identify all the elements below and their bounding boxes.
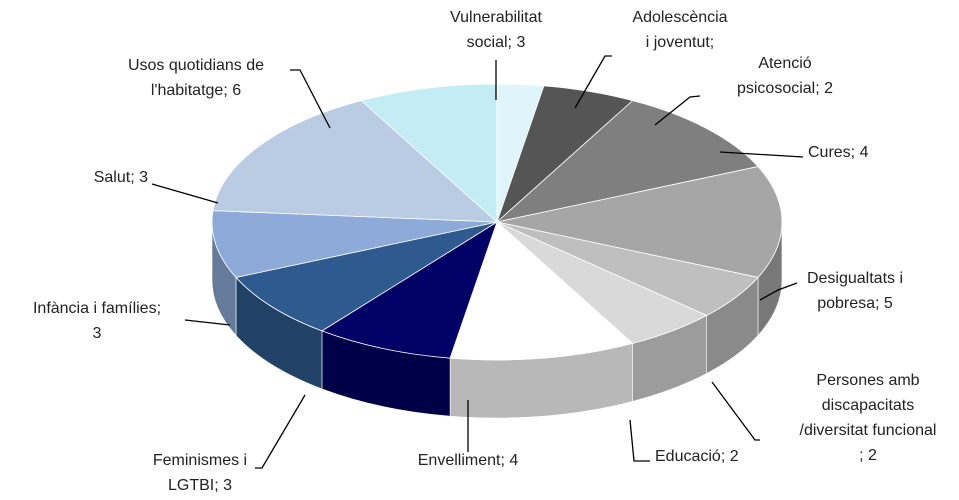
label-line: l'habitatge; 6 [151, 82, 241, 99]
data-label: Feminismes i LGTBI; 3 [153, 452, 247, 494]
label-line: Atenció [758, 55, 811, 72]
leader-line [151, 183, 219, 204]
data-label: Usos quotidians de l'habitatge; 6 [128, 57, 264, 99]
slice [212, 100, 499, 223]
slice [235, 221, 498, 332]
data-label: Persones amb discapacitats/diversitat fun… [800, 372, 937, 464]
slice [360, 83, 498, 223]
data-label: Infància i famílies; 3 [33, 300, 161, 342]
leader-line [255, 394, 306, 469]
data-label: Educació; 2 [655, 448, 739, 465]
label-line: pobresa; 5 [817, 295, 893, 312]
label-line: Usos quotidians de [128, 57, 264, 74]
label-line: 3 [93, 325, 102, 342]
label-line: Cures; 4 [808, 144, 869, 161]
data-label: Envelliment; 4 [418, 452, 519, 469]
leader-line [574, 55, 612, 109]
label-line: Educació; 2 [655, 448, 739, 465]
label-line: Salut; 3 [94, 169, 148, 186]
data-label: Vulnerabilitat social; 3 [450, 9, 542, 51]
label-line: i joventut; [646, 34, 714, 51]
label-line: Persones amb [816, 372, 919, 389]
label-line: psicosocial; 2 [737, 80, 833, 97]
slice [321, 221, 498, 359]
label-line: LGTBI; 3 [168, 477, 232, 494]
label-line: Adolescència [632, 9, 727, 26]
data-label: Atenció psicosocial; 2 [737, 55, 833, 97]
data-label: Cures; 4 [808, 144, 869, 161]
label-line: Desigualtats i [807, 270, 903, 287]
data-label: Desigualtats i pobresa; 5 [807, 270, 903, 312]
slice [449, 221, 634, 361]
leader-line [184, 319, 231, 326]
slice [211, 210, 498, 278]
leader-line [711, 381, 760, 441]
data-label: Adolescència i joventut; [632, 9, 727, 51]
data-label: Salut; 3 [94, 169, 148, 186]
leader-line [719, 151, 804, 158]
label-line: discapacitats [822, 397, 915, 414]
slice [496, 166, 783, 278]
label-line: Infància i famílies; [33, 300, 161, 317]
leader-line [629, 419, 650, 462]
leader-line [290, 69, 331, 129]
leader-line [654, 95, 701, 126]
slice [495, 100, 759, 223]
label-line: Envelliment; 4 [418, 452, 519, 469]
leader-line [759, 282, 798, 301]
label-line: ; 2 [859, 447, 877, 464]
label-line: Vulnerabilitat [450, 9, 542, 26]
label-line: social; 3 [467, 34, 526, 51]
label-line: /diversitat funcional [800, 422, 937, 439]
label-line: Feminismes i [153, 452, 247, 469]
